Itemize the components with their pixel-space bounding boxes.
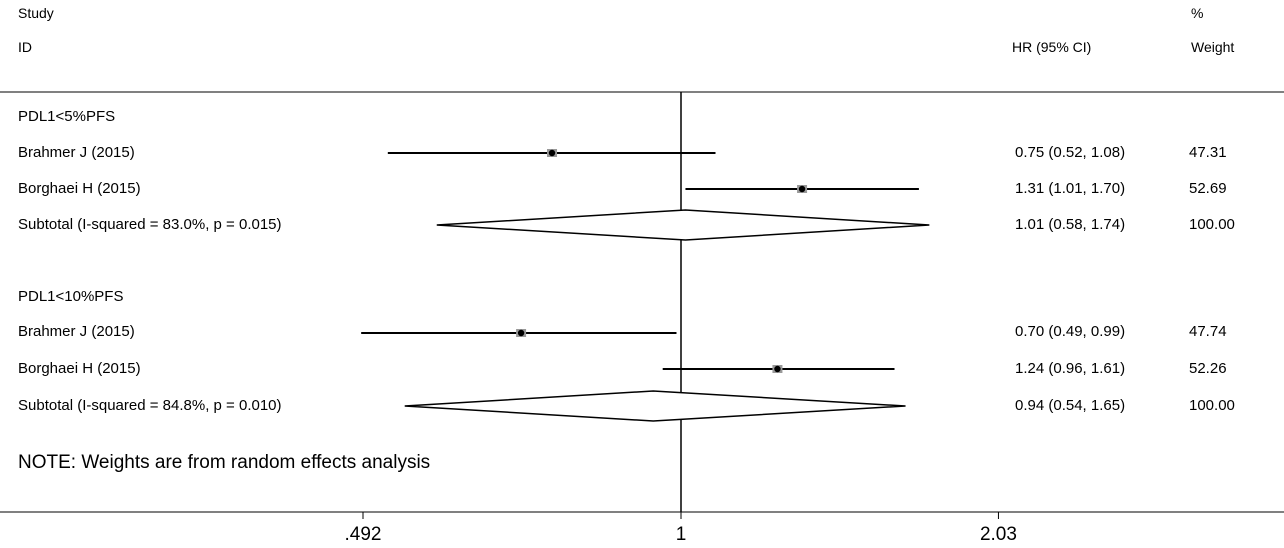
study-label: Brahmer J (2015) [18, 323, 135, 340]
x-tick-label: 2.03 [979, 524, 1017, 545]
subtotal-ci-text: 0.94 (0.54, 1.65) [1015, 397, 1126, 414]
group-label: PDL1<5%PFS [18, 108, 116, 125]
point-estimate [517, 329, 525, 337]
study-ci-text: 0.75 (0.52, 1.08) [1015, 144, 1126, 161]
point-estimate [774, 365, 781, 373]
x-tick-label: .492 [344, 524, 382, 545]
x-tick-label: 1 [675, 524, 687, 545]
study-label: Brahmer J (2015) [18, 144, 135, 161]
study-weight: 47.74 [1189, 323, 1227, 340]
subtotal-label: Subtotal (I-squared = 84.8%, p = 0.010) [18, 397, 282, 414]
study-ci-text: 1.24 (0.96, 1.61) [1015, 360, 1126, 377]
hr-ci-header: HR (95% CI) [1012, 39, 1092, 55]
study-ci-text: 0.70 (0.49, 0.99) [1015, 323, 1126, 340]
point-estimate [798, 185, 806, 193]
study-label: Borghaei H (2015) [18, 180, 141, 197]
weight-header: Weight [1191, 39, 1235, 55]
study-header: Study [18, 5, 54, 21]
percent-header: % [1191, 5, 1204, 21]
subtotal-diamond [404, 390, 906, 422]
subtotal-weight: 100.00 [1189, 397, 1235, 414]
subtotal-ci-text: 1.01 (0.58, 1.74) [1015, 216, 1126, 233]
group-label: PDL1<10%PFS [18, 288, 124, 305]
study-weight: 52.69 [1189, 180, 1227, 197]
study-weight: 52.26 [1189, 360, 1227, 377]
study-label: Borghaei H (2015) [18, 360, 141, 377]
point-estimate [548, 149, 556, 157]
study-ci-text: 1.31 (1.01, 1.70) [1015, 180, 1126, 197]
subtotal-label: Subtotal (I-squared = 83.0%, p = 0.015) [18, 216, 282, 233]
subtotal-diamond [436, 209, 930, 241]
study-weight: 47.31 [1189, 144, 1227, 161]
subtotal-weight: 100.00 [1189, 216, 1235, 233]
weights-note: NOTE: Weights are from random effects an… [18, 452, 431, 473]
id-header: ID [18, 39, 32, 55]
